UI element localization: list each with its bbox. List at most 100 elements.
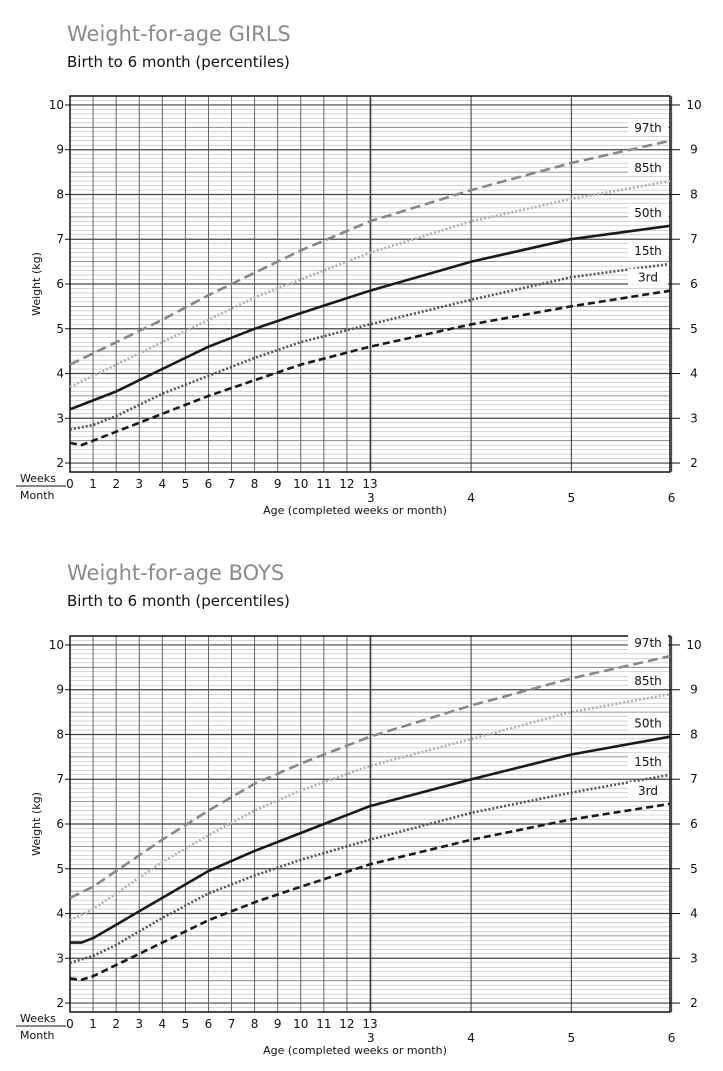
chart-title: Weight-for-age BOYS <box>67 561 285 585</box>
y-tick-label-right: 5 <box>690 322 698 336</box>
week-tick-label: 2 <box>112 1017 120 1031</box>
month-tick-label: 4 <box>467 491 475 505</box>
percentile-label: 85th <box>634 674 662 688</box>
month-tick-label: 3 <box>367 1031 375 1045</box>
month-tick-label: 6 <box>668 491 676 505</box>
y-tick-label-left: 6 <box>56 817 64 831</box>
y-tick-label-left: 3 <box>56 951 64 965</box>
percentile-label-bg <box>628 714 668 731</box>
x-axis-label: Age (completed weeks or month) <box>263 1044 447 1057</box>
y-tick-label-left: 4 <box>56 367 64 381</box>
week-tick-label: 3 <box>135 1017 143 1031</box>
week-tick-label: 4 <box>158 1017 166 1031</box>
percentile-line-97th <box>69 654 671 900</box>
week-tick-label: 6 <box>205 477 213 491</box>
week-tick-label: 1 <box>89 1017 97 1031</box>
percentile-line-50th <box>70 735 671 944</box>
y-tick-label-left: 9 <box>56 683 64 697</box>
grid <box>69 95 673 473</box>
percentile-line-3rd <box>69 802 671 982</box>
y-tick-label-left: 4 <box>56 907 64 921</box>
week-tick-label: 5 <box>182 1017 190 1031</box>
y-tick-label-right: 6 <box>690 277 698 291</box>
y-tick-label-left: 7 <box>56 232 64 246</box>
week-tick-label: 13 <box>362 1017 377 1031</box>
percentile-label-bg <box>628 781 668 798</box>
percentile-label: 85th <box>634 161 662 175</box>
week-tick-label: 7 <box>228 477 236 491</box>
y-tick-label-right: 3 <box>690 951 698 965</box>
y-tick-label-left: 5 <box>56 322 64 336</box>
percentile-label-bg <box>628 672 668 689</box>
y-tick-label-left: 2 <box>56 456 64 470</box>
month-axis-label: Month <box>20 489 55 502</box>
percentile-label: 3rd <box>638 271 658 285</box>
weeks-axis-label: Weeks <box>20 472 56 485</box>
percentile-label-bg <box>628 203 668 220</box>
girls-weight-chart: Weight-for-age GIRLS Birth to 6 month (p… <box>0 0 723 530</box>
week-tick-label: 12 <box>339 1017 354 1031</box>
week-tick-label: 0 <box>66 477 74 491</box>
grid <box>69 635 673 1013</box>
percentile-line-15th <box>69 262 671 431</box>
percentile-label: 97th <box>634 636 662 650</box>
y-tick-label-right: 7 <box>690 232 698 246</box>
week-tick-label: 8 <box>251 1017 259 1031</box>
series-group <box>69 654 671 982</box>
x-axis-label: Age (completed weeks or month) <box>263 504 447 517</box>
y-tick-label-left: 9 <box>56 143 64 157</box>
week-tick-label: 2 <box>112 477 120 491</box>
y-tick-label-right: 9 <box>690 143 698 157</box>
series-group <box>69 139 671 447</box>
percentile-label-bg <box>628 634 668 651</box>
week-tick-label: 9 <box>274 1017 282 1031</box>
week-tick-label: 1 <box>89 477 97 491</box>
percentile-label: 50th <box>634 717 662 731</box>
y-tick-label-left: 6 <box>56 277 64 291</box>
y-axis-label: Weight (kg) <box>30 792 43 856</box>
y-tick-label-left: 2 <box>56 996 64 1010</box>
chart-subtitle: Birth to 6 month (percentiles) <box>67 53 290 71</box>
week-tick-label: 4 <box>158 477 166 491</box>
y-tick-label-right: 10 <box>686 638 701 652</box>
percentile-label: 15th <box>634 755 662 769</box>
week-tick-label: 12 <box>339 477 354 491</box>
y-tick-label-right: 10 <box>686 98 701 112</box>
month-tick-label: 3 <box>367 491 375 505</box>
percentile-label: 3rd <box>638 784 658 798</box>
y-tick-label-left: 10 <box>49 98 64 112</box>
y-tick-label-left: 3 <box>56 411 64 425</box>
percentile-label-bg <box>628 268 668 285</box>
percentile-label-bg <box>628 241 668 258</box>
week-tick-label: 5 <box>182 477 190 491</box>
percentile-label-bg <box>628 752 668 769</box>
percentile-label: 15th <box>634 244 662 258</box>
chart-subtitle: Birth to 6 month (percentiles) <box>67 592 290 610</box>
y-tick-label-left: 5 <box>56 862 64 876</box>
y-tick-label-right: 4 <box>690 907 698 921</box>
month-tick-label: 4 <box>467 1031 475 1045</box>
percentile-line-15th <box>69 773 671 965</box>
percentile-line-85th <box>69 179 671 389</box>
y-tick-label-right: 6 <box>690 817 698 831</box>
week-tick-label: 10 <box>293 1017 308 1031</box>
week-tick-label: 8 <box>251 477 259 491</box>
chart-title: Weight-for-age GIRLS <box>67 22 291 46</box>
week-tick-label: 9 <box>274 477 282 491</box>
percentile-line-50th <box>69 224 671 411</box>
boys-weight-chart: Weight-for-age BOYS Birth to 6 month (pe… <box>0 540 723 1071</box>
y-tick-label-left: 7 <box>56 772 64 786</box>
week-tick-label: 3 <box>135 477 143 491</box>
y-axis-label: Weight (kg) <box>30 252 43 316</box>
y-tick-label-right: 7 <box>690 772 698 786</box>
y-tick-label-right: 4 <box>690 367 698 381</box>
y-tick-label-left: 10 <box>49 638 64 652</box>
y-tick-label-right: 9 <box>690 683 698 697</box>
month-tick-label: 5 <box>568 491 576 505</box>
boys-plot-area: 97th 85th 50th 15th 3rd 2 2 3 3 4 4 5 5 6 6 7 7 8 8 9 9 10 10 W… <box>16 634 702 1057</box>
weeks-axis-label: Weeks <box>20 1012 56 1025</box>
month-axis-label: Month <box>20 1029 55 1042</box>
y-tick-label-right: 8 <box>690 727 698 741</box>
week-tick-label: 11 <box>316 477 331 491</box>
